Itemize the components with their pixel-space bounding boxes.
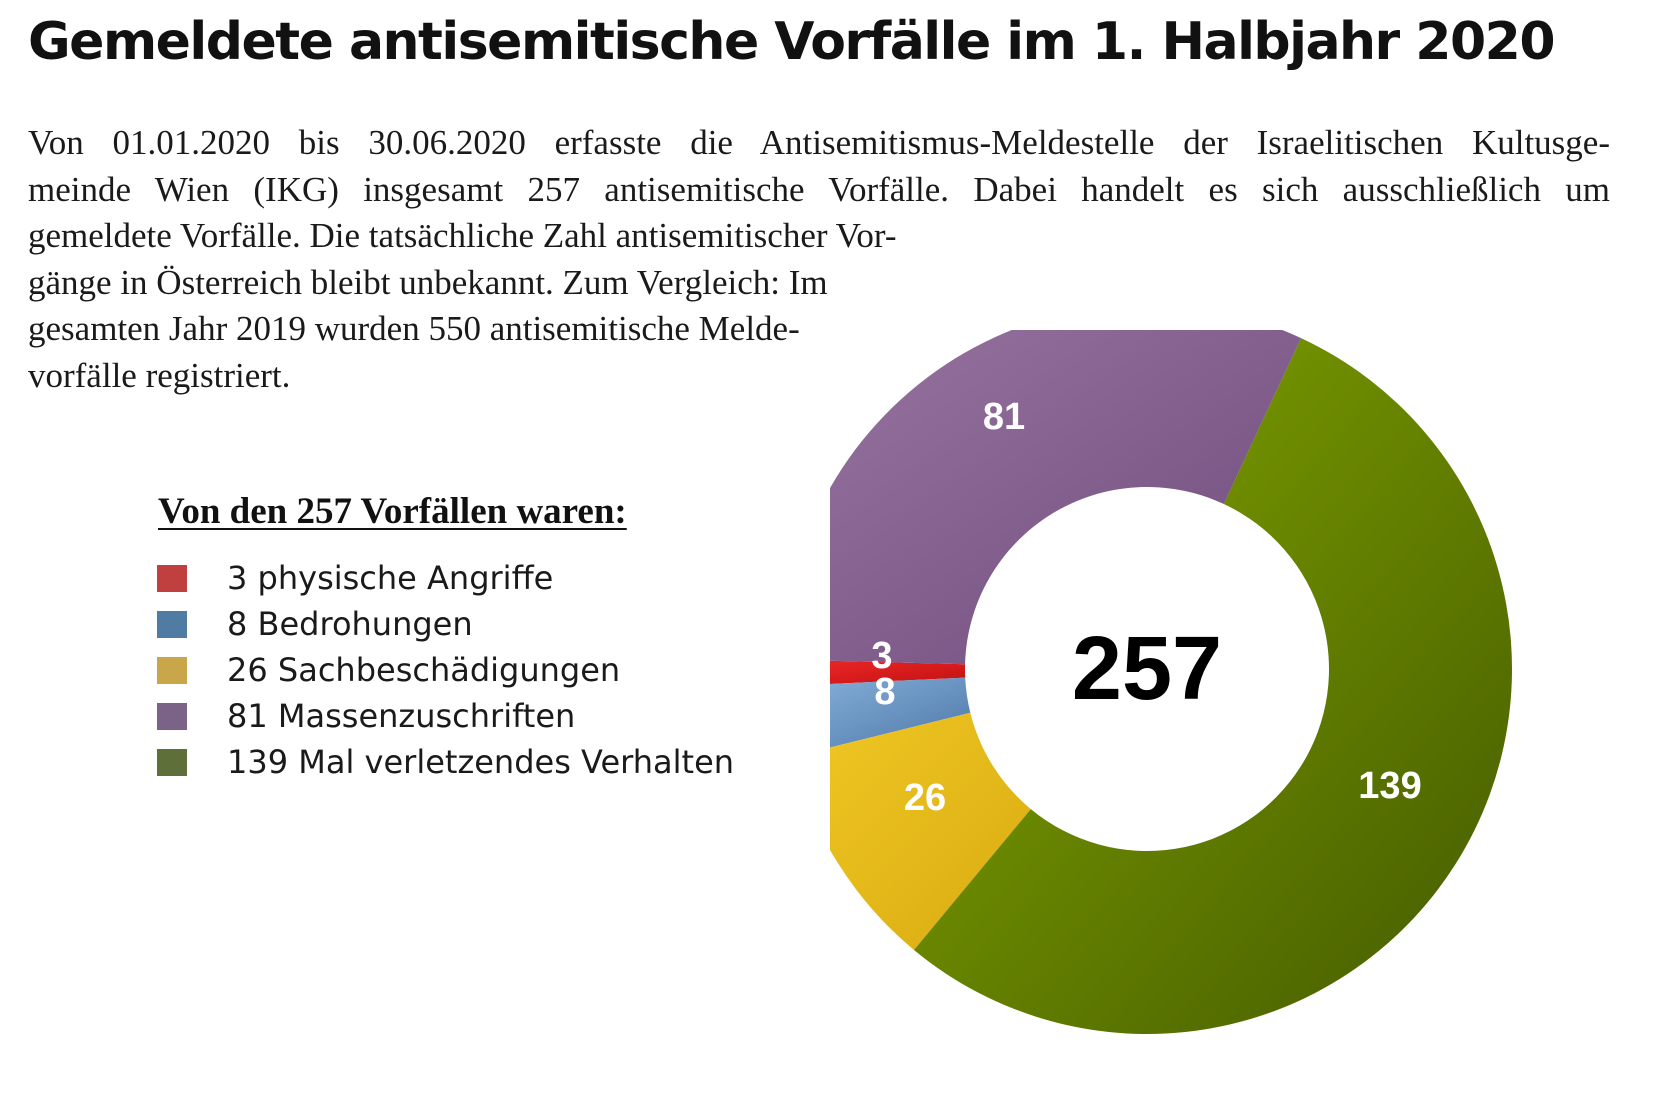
donut-slice-label: 3 bbox=[871, 635, 892, 677]
legend-swatch bbox=[157, 748, 187, 776]
donut-slice-3 bbox=[830, 660, 966, 684]
intro-line: gesamten Jahr 2019 wurden 550 antisemiti… bbox=[28, 309, 800, 348]
legend-item-offensive-behavior: 139 Mal verletzendes Verhalten bbox=[157, 739, 735, 785]
intro-line: meinde Wien (IKG) insgesamt 257 antisemi… bbox=[28, 169, 1610, 209]
intro-line: gänge in Österreich bleibt unbekannt. Zu… bbox=[28, 262, 828, 302]
legend-swatch bbox=[157, 656, 187, 684]
legend-swatch bbox=[157, 610, 187, 638]
legend-title: Von den 257 Vorfällen waren: bbox=[158, 491, 627, 532]
legend-label: 139 Mal verletzendes Verhalten bbox=[227, 743, 735, 781]
legend-item-mass-mailings: 81 Massenzuschriften bbox=[157, 693, 734, 739]
donut-slice-81 bbox=[830, 330, 1302, 665]
donut-slice-8 bbox=[830, 677, 971, 748]
donut-slice-label: 81 bbox=[983, 396, 1025, 438]
legend-swatch bbox=[157, 702, 187, 730]
legend-item-threats: 8 Bedrohungen bbox=[157, 601, 734, 647]
intro-line: vorfälle registriert. bbox=[28, 355, 291, 395]
donut-slice-label: 139 bbox=[1358, 765, 1421, 807]
donut-slice-26 bbox=[830, 712, 1031, 950]
donut-labels: 38 26 139 81 bbox=[871, 396, 1421, 819]
legend-label: 3 physische Angriffe bbox=[227, 559, 554, 597]
legend-label: 8 Bedrohungen bbox=[227, 605, 473, 643]
donut-chart: 38 26 139 81 257 bbox=[830, 330, 1512, 1034]
donut-slice-label: 26 bbox=[904, 777, 946, 819]
donut-slice-139 bbox=[913, 338, 1512, 1034]
intro-line: Von 01.01.2020 bis 30.06.2020 erfasste d… bbox=[28, 123, 1610, 162]
donut-slices bbox=[830, 330, 1512, 1034]
page-title: Gemeldete antisemitische Vorfälle im 1. … bbox=[28, 12, 1556, 72]
legend-item-property-damage: 26 Sachbeschädigungen bbox=[157, 647, 734, 693]
legend-item-physical-attacks: 3 physische Angriffe bbox=[157, 555, 734, 601]
legend-label: 81 Massenzuschriften bbox=[227, 697, 576, 735]
chart-legend: Von den 257 Vorfällen waren: 3 physische… bbox=[157, 490, 735, 785]
legend-swatch bbox=[157, 564, 187, 592]
legend-label: 26 Sachbeschädigungen bbox=[227, 651, 621, 689]
donut-center-total: 257 bbox=[1072, 619, 1222, 719]
intro-line: gemeldete Vorfälle. Die tatsächliche Zah… bbox=[28, 216, 897, 255]
intro-paragraph: Von 01.01.2020 bis 30.06.2020 erfasste d… bbox=[28, 120, 1610, 399]
donut-slice-label: 8 bbox=[874, 671, 895, 713]
